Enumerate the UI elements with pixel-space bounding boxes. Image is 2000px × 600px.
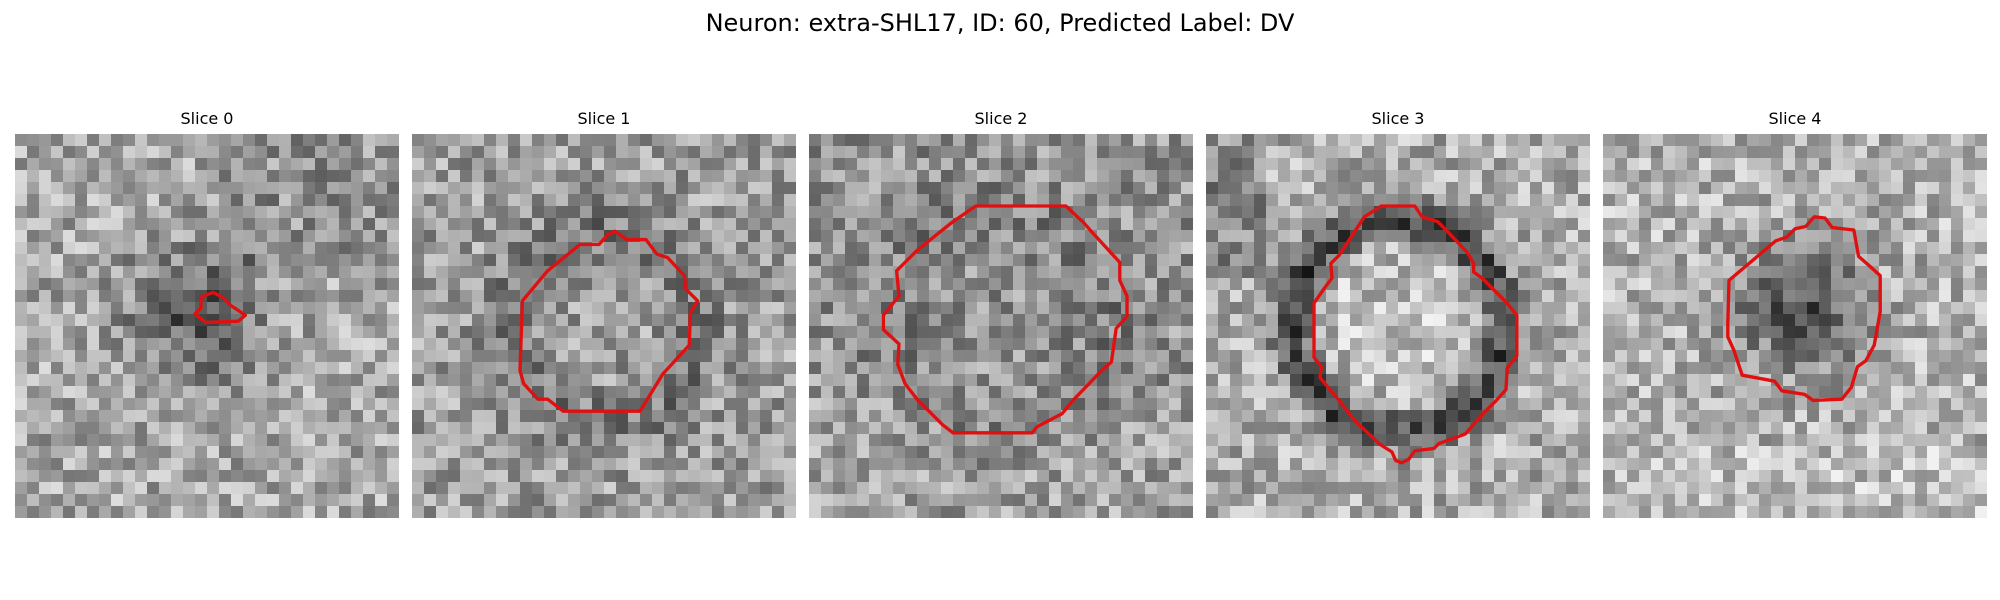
slice-title: Slice 3 [1371, 109, 1425, 128]
slice-title: Slice 1 [577, 109, 631, 128]
roi-contour [518, 229, 700, 413]
roi-contour [1726, 215, 1882, 403]
microscopy-pixels [809, 134, 1193, 518]
slice-image [1603, 134, 1987, 518]
microscopy-pixels [1206, 134, 1590, 518]
microscopy-pixels [1603, 134, 1987, 518]
figure-title: Neuron: extra-SHL17, ID: 60, Predicted L… [705, 9, 1295, 37]
slice-title: Slice 4 [1768, 109, 1822, 128]
microscopy-pixels [412, 134, 796, 518]
slice-image [809, 134, 1193, 518]
microscopy-pixels [15, 134, 399, 518]
slice-image [15, 134, 399, 518]
roi-contour [193, 290, 248, 325]
slice-image [412, 134, 796, 518]
slice-image [1206, 134, 1590, 518]
roi-contour [1312, 204, 1519, 465]
roi-contour [881, 204, 1129, 435]
slice-title: Slice 0 [180, 109, 234, 128]
slice-title: Slice 2 [974, 109, 1028, 128]
